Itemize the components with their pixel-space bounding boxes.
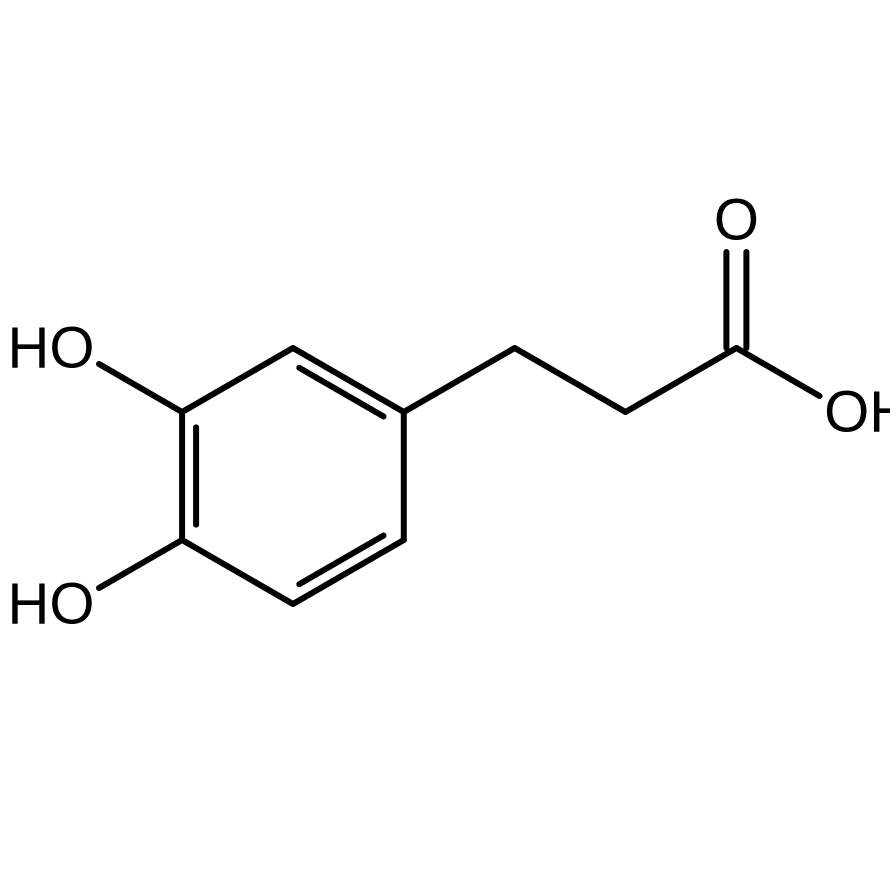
atom-label-o3: HO bbox=[8, 316, 95, 381]
atom-label-o2: OH bbox=[824, 380, 890, 445]
atom-label-o4: HO bbox=[8, 572, 95, 637]
molecule-diagram: HO HO O OH bbox=[0, 0, 890, 890]
atom-label-o1: O bbox=[714, 188, 759, 253]
